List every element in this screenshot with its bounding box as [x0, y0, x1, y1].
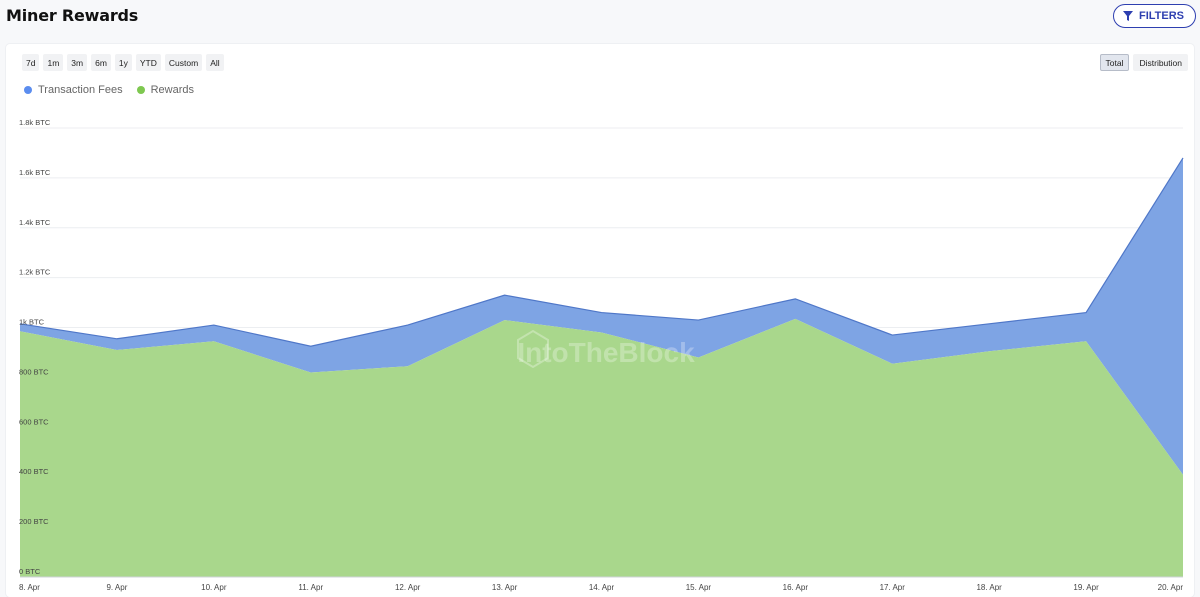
x-tick-label: 9. Apr — [106, 583, 127, 592]
y-tick-label: 600 BTC — [19, 417, 49, 426]
page-title: Miner Rewards — [6, 6, 139, 25]
view-selector: Total Distribution — [1099, 54, 1188, 71]
x-tick-label: 17. Apr — [880, 583, 906, 592]
series-area-transaction-fees — [20, 157, 1183, 475]
x-tick-label: 14. Apr — [589, 583, 615, 592]
x-tick-label: 19. Apr — [1073, 583, 1099, 592]
chart-plot: IntoTheBlock 0 BTC 200 BTC 400 BTC 600 BTC 80… — [19, 118, 1184, 592]
y-tick-label: 1.4k BTC — [19, 218, 51, 227]
view-button-total[interactable]: Total — [1099, 54, 1130, 71]
x-tick-label: 13. Apr — [492, 583, 518, 592]
view-button-distribution[interactable]: Distribution — [1133, 54, 1188, 71]
y-tick-label: 0 BTC — [19, 567, 41, 576]
x-tick-label: 20. Apr — [1158, 583, 1184, 592]
range-button-3m[interactable]: 3m — [67, 54, 88, 71]
watermark-logo — [517, 329, 549, 369]
x-tick-label: 10. Apr — [201, 583, 227, 592]
y-tick-label: 1k BTC — [19, 318, 45, 327]
x-tick-label: 12. Apr — [395, 583, 421, 592]
range-button-1y[interactable]: 1y — [114, 54, 132, 71]
range-button-custom[interactable]: Custom — [164, 54, 203, 71]
y-tick-label: 200 BTC — [19, 517, 49, 526]
x-tick-label: 18. Apr — [976, 583, 1002, 592]
range-button-all[interactable]: All — [206, 54, 224, 71]
legend-dot-fees — [24, 86, 32, 94]
range-selector: 7d 1m 3m 6m 1y YTD Custom All — [22, 54, 224, 71]
series-area-rewards — [20, 318, 1183, 577]
y-tick-label: 400 BTC — [19, 467, 49, 476]
x-tick-label: 16. Apr — [783, 583, 809, 592]
chart-legend: Transaction Fees Rewards — [24, 84, 194, 96]
range-button-ytd[interactable]: YTD — [135, 54, 161, 71]
range-button-7d[interactable]: 7d — [22, 54, 40, 71]
x-tick-label: 8. Apr — [19, 583, 40, 592]
page-header: Miner Rewards FILTERS — [0, 0, 1200, 44]
series-line-total — [19, 157, 1184, 347]
chart-card: 7d 1m 3m 6m 1y YTD Custom All Total Dist… — [6, 44, 1194, 597]
range-button-6m[interactable]: 6m — [91, 54, 111, 71]
y-tick-label: 1.8k BTC — [19, 118, 51, 127]
legend-item-rewards[interactable]: Rewards — [136, 84, 194, 96]
legend-item-fees[interactable]: Transaction Fees — [24, 84, 123, 96]
range-button-1m[interactable]: 1m — [43, 54, 64, 71]
y-tick-label: 1.2k BTC — [19, 268, 51, 277]
filters-button[interactable]: FILTERS — [1112, 4, 1196, 28]
watermark-text: IntoTheBlock — [517, 337, 695, 368]
filters-label: FILTERS — [1138, 10, 1184, 22]
y-tick-label: 800 BTC — [19, 367, 49, 376]
filter-icon — [1122, 11, 1133, 21]
legend-dot-rewards — [136, 86, 145, 94]
legend-label-rewards: Rewards — [150, 84, 194, 96]
x-tick-label: 15. Apr — [686, 583, 712, 592]
legend-label-fees: Transaction Fees — [38, 84, 123, 96]
x-tick-label: 11. Apr — [298, 583, 323, 592]
y-tick-label: 1.6k BTC — [19, 168, 51, 177]
